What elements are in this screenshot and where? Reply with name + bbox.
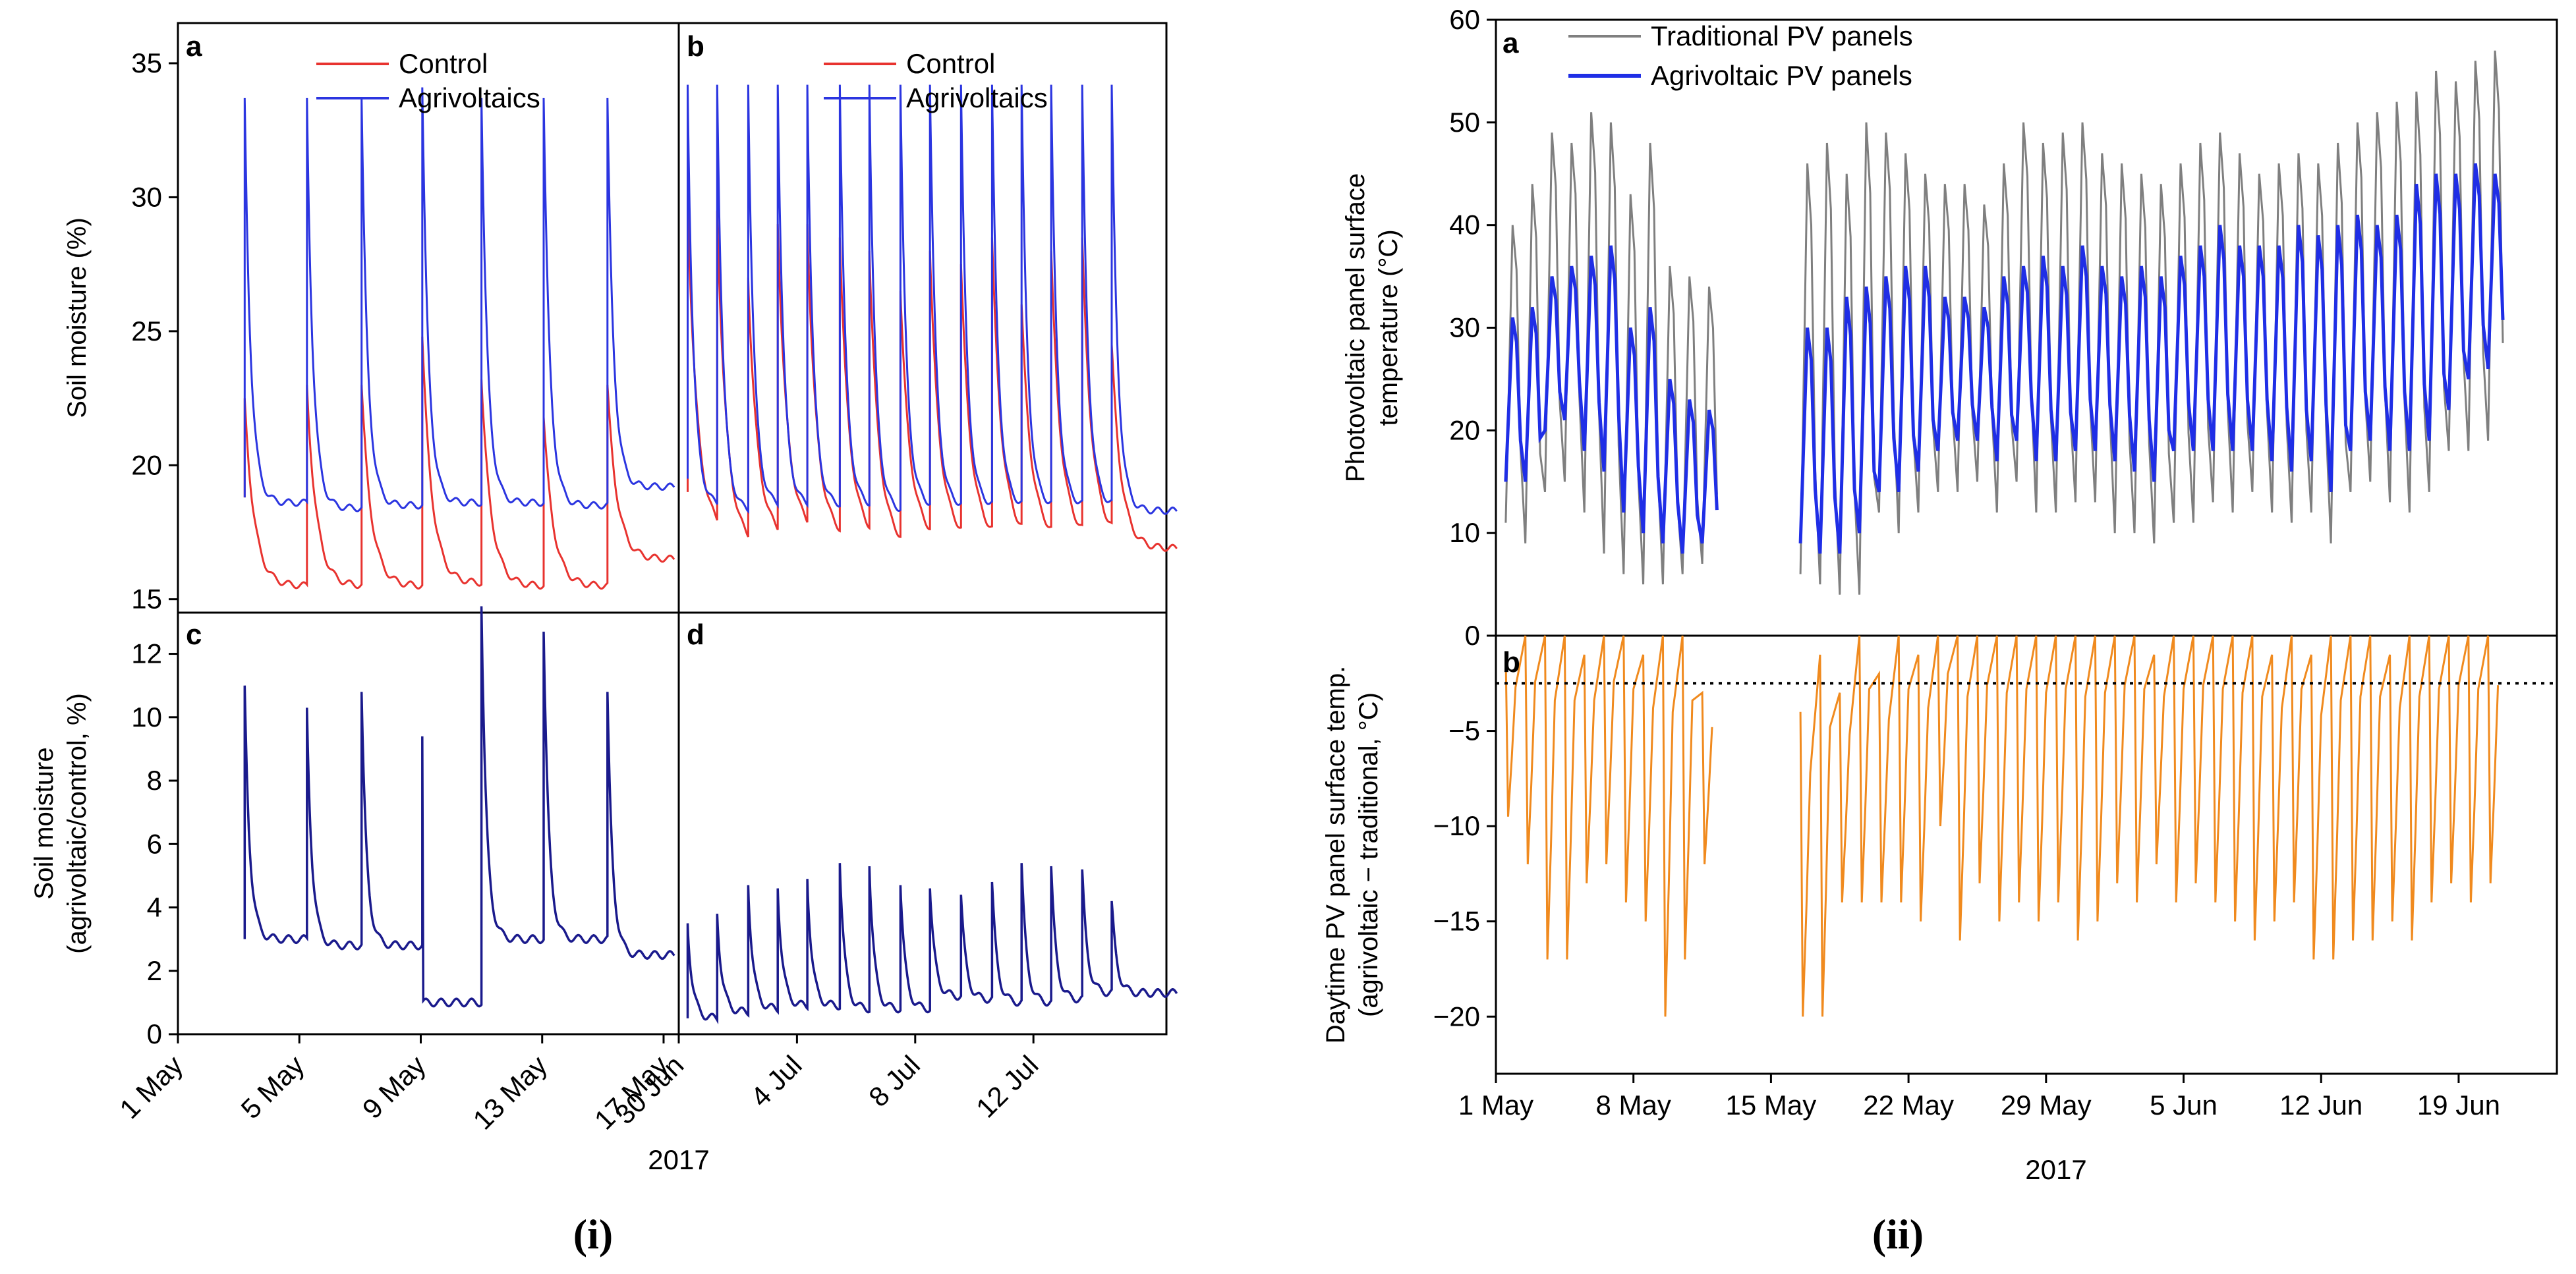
x-tick-label-i-d: 8 Jul [863,1049,926,1113]
series-line-control [243,336,675,590]
legend-label-control: Control [399,48,488,79]
legend-label-agrivoltaics: Agrivoltaics [906,82,1048,113]
series-line-ratio [686,863,1178,1025]
panel-frame-i-c [177,611,680,1036]
y-tick-label-i-a: 15 [131,584,162,615]
x-tick-label-ii-b: 15 May [1726,1090,1817,1121]
x-tick-label-ii-b: 1 May [1458,1090,1533,1121]
panel-label-i-c: c [186,619,202,651]
series-line-traditional [1799,50,2504,595]
legend-label-agrivoltaics: Agrivoltaics [399,82,540,113]
y-tick-label-ii-b: −15 [1433,906,1480,937]
y-tick-label-ii-a: 10 [1449,517,1480,548]
legend-label-traditional: Traditional PV panels [1651,20,1913,51]
x-axis-label-i: 2017 [648,1144,709,1175]
series-line-difference [1799,635,2500,1017]
x-tick-label-ii-b: 22 May [1863,1090,1954,1121]
panel-label-i-a: a [186,30,202,63]
y-tick-label-ii-b: −20 [1433,1001,1480,1032]
y-axis-label-i-c-line1: Soil moisture [30,747,59,899]
x-tick-label-i-d: 12 Jul [970,1049,1044,1123]
series-line-ratio [243,606,675,1008]
y-tick-label-i-c: 0 [147,1018,162,1049]
y-tick-label-i-a: 35 [131,47,162,78]
x-tick-label-ii-b: 19 Jun [2417,1090,2500,1121]
x-tick-label-ii-b: 8 May [1596,1090,1671,1121]
y-axis-label-ii-a-line1: Photovoltaic panel surface [1341,173,1370,482]
panel-frame-ii-b [1495,634,2558,1075]
series-line-traditional [1504,112,1718,585]
y-axis-label-ii-b-line1: Daytime PV panel surface temp. [1321,666,1350,1044]
x-tick-label-ii-b: 29 May [2001,1090,2092,1121]
x-tick-label-i-c: 1 May [113,1049,188,1124]
y-tick-label-ii-b: −10 [1433,810,1480,841]
y-tick-label-i-c: 2 [147,955,162,986]
legend-label-control: Control [906,48,995,79]
y-tick-label-ii-a: 40 [1449,209,1480,240]
x-tick-label-i-c: 5 May [235,1049,310,1124]
x-tick-label-i-c: 13 May [467,1049,553,1136]
series-line-agrivoltaic [1798,163,2505,554]
y-axis-label-i-c-line2: (agrivoltaic/control, %) [63,693,92,954]
y-tick-label-i-c: 12 [131,638,162,669]
x-tick-label-ii-b: 5 Jun [2150,1090,2218,1121]
y-tick-label-i-c: 8 [147,765,162,796]
y-tick-label-i-c: 6 [147,828,162,859]
y-tick-label-ii-b: −5 [1448,715,1480,746]
series-line-difference [1504,635,1713,1017]
panel-label-i-b: b [687,30,704,63]
series-line-agrivoltaics [687,84,1178,515]
y-axis-label-ii-b-line2: (agrivoltaic − traditional, °C) [1354,692,1383,1017]
series-line-agrivoltaic [1504,245,1719,554]
y-tick-label-ii-b: 0 [1465,620,1480,651]
caption-ii: (ii) [1872,1211,1924,1258]
panel-frame-i-d [677,611,1168,1036]
y-tick-label-i-a: 20 [131,449,162,480]
y-tick-label-i-a: 30 [131,181,162,212]
panel-label-ii-a: a [1503,27,1519,59]
series-line-control [687,197,1178,552]
y-axis-label-ii-a-line2: temperature (°C) [1374,229,1403,426]
y-tick-label-ii-a: 60 [1449,4,1480,35]
legend-label-agrivoltaic: Agrivoltaic PV panels [1651,60,1912,91]
y-axis-label-i-a: Soil moisture (%) [63,217,92,418]
panel-label-i-d: d [687,619,704,651]
caption-i: (i) [573,1211,613,1258]
panel-label-ii-b: b [1503,646,1520,679]
x-axis-label-ii: 2017 [2025,1154,2086,1185]
y-tick-label-i-a: 25 [131,316,162,346]
x-tick-label-ii-b: 12 Jun [2279,1090,2362,1121]
y-tick-label-ii-a: 50 [1449,107,1480,138]
y-tick-label-ii-a: 20 [1449,414,1480,445]
y-tick-label-i-c: 4 [147,892,162,923]
series-line-agrivoltaics [243,87,675,512]
x-tick-label-i-c: 9 May [357,1049,432,1124]
y-tick-label-ii-a: 30 [1449,312,1480,343]
x-tick-label-i-d: 4 Jul [745,1049,808,1113]
y-tick-label-i-c: 10 [131,702,162,733]
